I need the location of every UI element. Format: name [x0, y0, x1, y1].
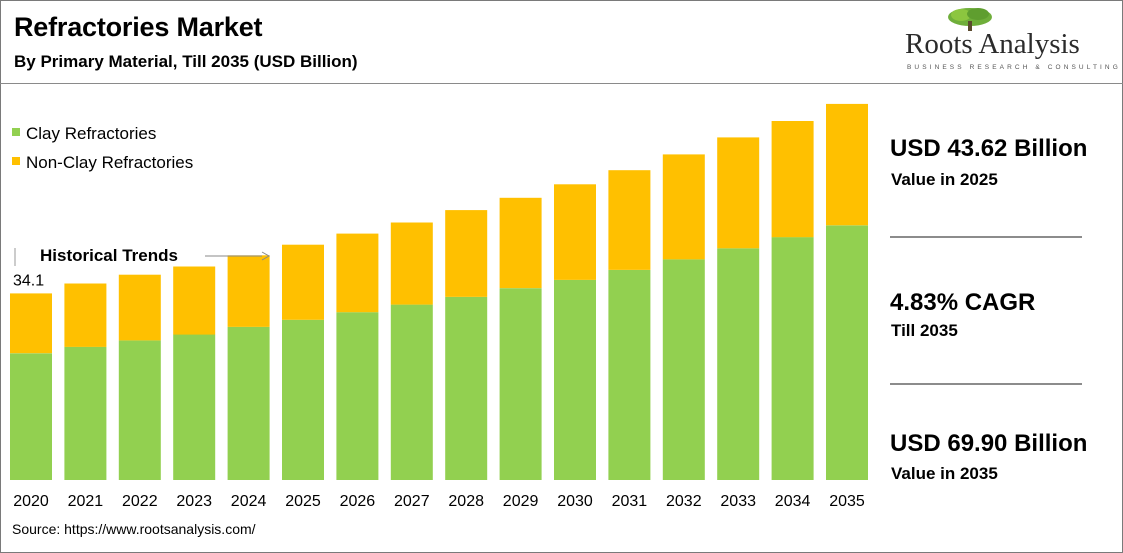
bar-clay-2024 — [227, 326, 270, 480]
data-label-2020: 34.1 — [13, 272, 44, 289]
x-tick-label: 2029 — [503, 493, 539, 510]
bar-non-clay-2030 — [554, 184, 596, 280]
source-note: Source: https://www.rootsanalysis.com/ — [12, 521, 256, 537]
x-tick-label: 2035 — [829, 493, 865, 510]
bar-clay-2025 — [282, 319, 324, 480]
x-tick-label: 2024 — [231, 493, 267, 510]
logo-tagline: BUSINESS RESEARCH & CONSULTING — [907, 64, 1121, 71]
legend: Clay Refractories Non-Clay Refractories — [12, 124, 193, 172]
bar-non-clay-2024 — [227, 255, 270, 327]
summary-label-2035: Value in 2035 — [891, 464, 998, 483]
logo-name: Roots Analysis — [905, 28, 1080, 60]
bar-non-clay-2026 — [336, 233, 379, 313]
historical-trends-label: Historical Trends — [40, 246, 178, 265]
bar-clay-2021 — [64, 346, 107, 480]
legend-swatch — [12, 157, 20, 165]
bar-non-clay-2035 — [826, 103, 868, 226]
bar-non-clay-2029 — [499, 197, 542, 289]
bars — [10, 103, 868, 480]
legend-label: Clay Refractories — [26, 124, 156, 143]
bar-clay-2027 — [390, 304, 433, 480]
x-tick-label: 2026 — [340, 493, 376, 510]
x-axis-ticks: 2020 2021 2022 2023 2024 2025 2026 2027 2028 2029… — [13, 493, 865, 510]
legend-swatch — [12, 128, 20, 136]
bar-non-clay-2034 — [771, 121, 814, 238]
x-tick-label: 2034 — [775, 493, 811, 510]
arrow-right-icon — [261, 251, 271, 261]
summary-label-cagr: Till 2035 — [891, 321, 958, 340]
x-tick-label: 2031 — [612, 493, 648, 510]
x-tick-label: 2033 — [720, 493, 756, 510]
annotations: 34.1 Historical Trends — [13, 246, 271, 289]
page-title: Refractories Market — [14, 12, 263, 42]
bar-clay-2032 — [662, 259, 705, 480]
bar-non-clay-2020 — [10, 293, 52, 354]
x-tick-label: 2022 — [122, 493, 158, 510]
bar-non-clay-2021 — [64, 283, 107, 347]
summary-value-2025: USD 43.62 Billion — [890, 135, 1088, 162]
bar-clay-2035 — [826, 225, 868, 480]
bar-clay-2029 — [499, 288, 542, 480]
x-tick-label: 2028 — [448, 493, 484, 510]
bar-clay-2033 — [717, 248, 760, 480]
bar-clay-2020 — [10, 353, 52, 480]
summary-label-2025: Value in 2025 — [891, 170, 998, 189]
legend-label: Non-Clay Refractories — [26, 153, 193, 172]
x-tick-label: 2021 — [68, 493, 104, 510]
x-tick-label: 2025 — [285, 493, 321, 510]
bar-clay-2030 — [554, 279, 596, 480]
bar-non-clay-2031 — [608, 170, 651, 270]
bar-non-clay-2028 — [445, 210, 488, 297]
bar-non-clay-2032 — [662, 154, 705, 260]
summary-divider — [890, 236, 1082, 238]
x-tick-label: 2023 — [176, 493, 212, 510]
summary-value-2035: USD 69.90 Billion — [890, 430, 1088, 457]
summary-divider — [890, 383, 1082, 385]
bar-non-clay-2027 — [390, 222, 433, 305]
x-tick-label: 2020 — [13, 493, 49, 510]
page-subtitle: By Primary Material, Till 2035 (USD Bill… — [14, 52, 358, 71]
x-tick-label: 2027 — [394, 493, 430, 510]
bar-clay-2026 — [336, 312, 379, 480]
bar-clay-2034 — [771, 237, 814, 480]
bar-non-clay-2025 — [282, 244, 324, 320]
bar-clay-2022 — [118, 340, 161, 480]
x-tick-label: 2030 — [557, 493, 593, 510]
x-tick-label: 2032 — [666, 493, 702, 510]
summary-value-cagr: 4.83% CAGR — [890, 289, 1036, 316]
header-divider — [0, 83, 1123, 84]
logo: Roots Analysis BUSINESS RESEARCH & CONSU… — [905, 6, 1118, 74]
bar-clay-2028 — [445, 297, 488, 480]
bar-clay-2031 — [608, 270, 651, 480]
bar-non-clay-2022 — [118, 274, 161, 341]
bar-clay-2023 — [173, 334, 216, 480]
tree-icon — [948, 8, 992, 31]
bar-non-clay-2023 — [173, 266, 216, 335]
bar-non-clay-2033 — [717, 137, 760, 249]
